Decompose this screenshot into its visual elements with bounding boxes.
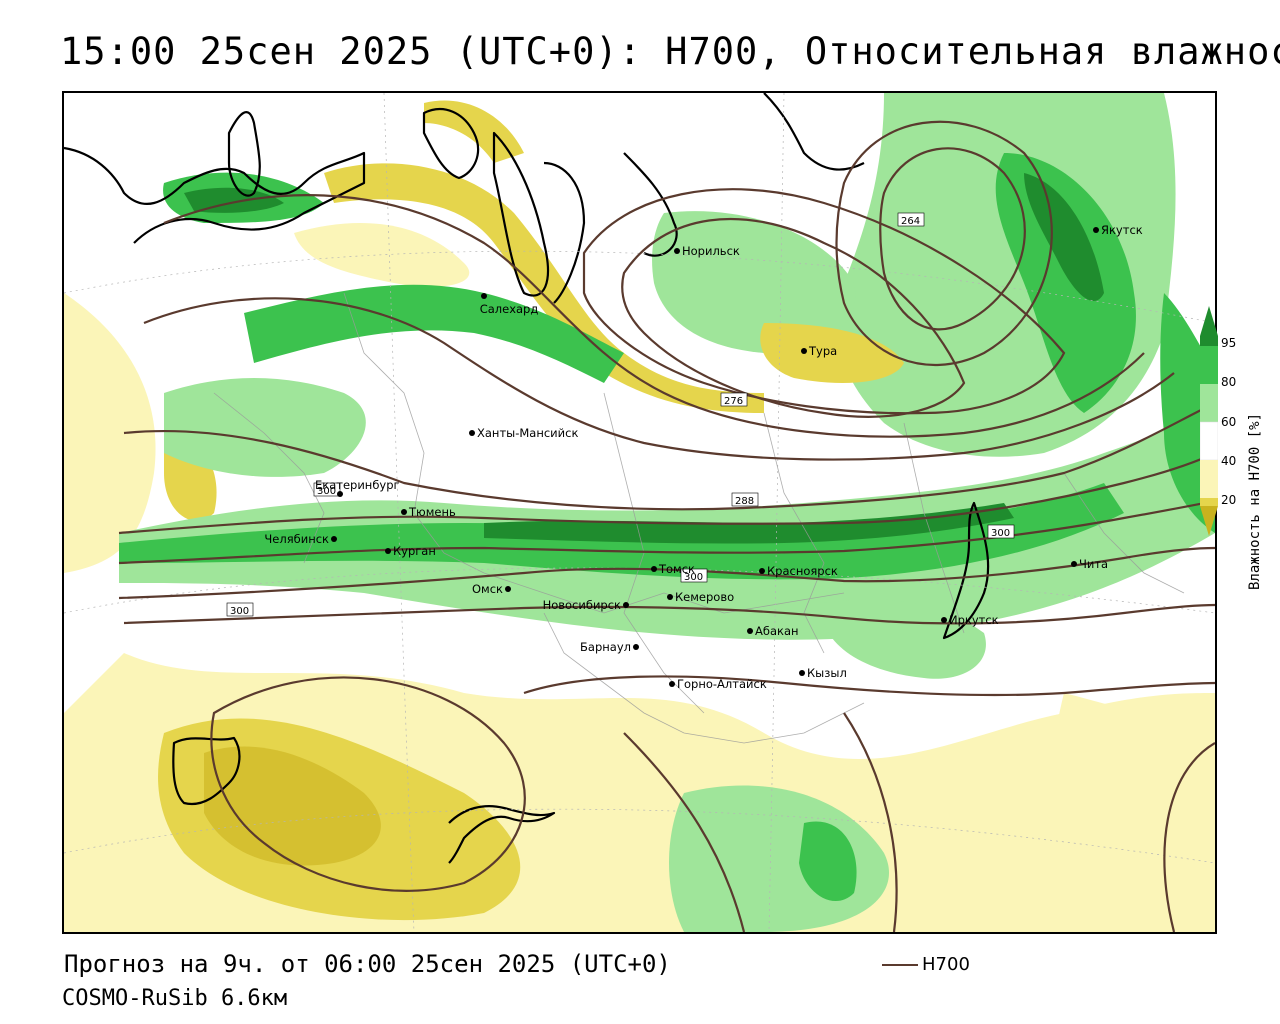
isohypse-280 xyxy=(163,194,1145,438)
isohypse-284 xyxy=(143,297,1175,461)
graticule xyxy=(64,93,1215,932)
colorbar-60 xyxy=(1200,384,1218,422)
city-dot xyxy=(759,568,765,574)
city-label: Абакан xyxy=(755,624,799,638)
city-label: Челябинск xyxy=(264,532,329,546)
map-title: 15:00 25сен 2025 (UTC+0): H700, Относите… xyxy=(60,30,1280,73)
colorbar-title: Влажность на H700 [%] xyxy=(1247,412,1263,590)
region-boundaries xyxy=(213,292,1185,744)
coastlines xyxy=(64,93,990,864)
city-dot xyxy=(337,491,343,497)
city-label: Омск xyxy=(472,582,503,596)
humidity-field xyxy=(64,93,1215,932)
map-panel[interactable]: 264 276 288 300 300 300 300 Норильск Сале… xyxy=(62,91,1217,934)
city-label: Горно-Алтайск xyxy=(677,677,767,691)
isohypse-312d xyxy=(1163,742,1215,932)
city-label: Салехард xyxy=(480,302,539,316)
isohypse-292 xyxy=(118,452,1215,535)
h700-isohypses xyxy=(118,120,1215,932)
city-dot xyxy=(669,681,675,687)
city-dot xyxy=(481,293,487,299)
colorbar-95 xyxy=(1200,336,1218,346)
city-label: Курган xyxy=(393,544,436,558)
city-dot xyxy=(651,566,657,572)
isohypse-296 xyxy=(118,499,1215,565)
city-dot xyxy=(667,594,673,600)
iso-label-276: 276 xyxy=(724,396,743,407)
colorbar-tick-20: 20 xyxy=(1221,493,1237,507)
colorbar-30 xyxy=(1200,460,1218,498)
city-markers: Норильск Салехард Тура Якутск Ханты-Мансийск… xyxy=(264,223,1142,691)
city-label: Тура xyxy=(808,344,837,358)
contour-legend-line xyxy=(882,963,918,966)
city-dot xyxy=(633,644,639,650)
city-label: Кызыл xyxy=(807,666,847,680)
city-label: Томск xyxy=(658,562,695,576)
contour-legend: H700 xyxy=(882,954,970,975)
iso-label-264: 264 xyxy=(901,216,920,227)
city-dot xyxy=(1093,227,1099,233)
iso-label-300-west: 300 xyxy=(230,606,249,617)
city-dot xyxy=(941,617,947,623)
isohypse-312c xyxy=(843,712,898,932)
city-dot xyxy=(385,548,391,554)
isohypse-264 xyxy=(879,147,1026,331)
isohypse-304 xyxy=(123,603,1215,625)
isohypse-288 xyxy=(123,402,1215,511)
model-info: COSMO-RuSib 6.6км xyxy=(62,986,288,1011)
colorbar-20 xyxy=(1200,498,1218,506)
map-canvas: 264 276 288 300 300 300 300 Норильск Сале… xyxy=(64,93,1215,932)
city-dot xyxy=(505,586,511,592)
city-label: Чита xyxy=(1079,557,1108,571)
colorbar-top-arrow xyxy=(1200,306,1218,336)
humidity-colorbar xyxy=(1200,306,1218,536)
iso-label-300-ekb: 300 xyxy=(317,486,336,497)
isohypse-300 xyxy=(118,546,1215,600)
city-dot xyxy=(747,628,753,634)
colorbar-80 xyxy=(1200,346,1218,384)
isohypse-272 xyxy=(621,217,966,418)
isohypse-276 xyxy=(582,188,1066,415)
colorbar-tick-95: 95 xyxy=(1221,336,1237,350)
city-dot xyxy=(801,348,807,354)
colorbar-bottom-arrow xyxy=(1200,506,1218,536)
city-label: Иркутск xyxy=(949,613,999,627)
isohypse-308 xyxy=(523,675,1215,697)
colorbar-40 xyxy=(1200,421,1218,461)
city-dot xyxy=(331,536,337,542)
city-label: Якутск xyxy=(1101,223,1143,237)
isohypse-312 xyxy=(210,676,526,892)
city-label: Екатеринбург xyxy=(315,478,400,492)
city-dot xyxy=(1071,561,1077,567)
colorbar-tick-80: 80 xyxy=(1221,375,1237,389)
city-dot xyxy=(799,670,805,676)
isohypse-312b xyxy=(623,732,746,932)
iso-label-300-tomsk: 300 xyxy=(684,572,703,583)
city-label: Кемерово xyxy=(675,590,734,604)
iso-label-288: 288 xyxy=(735,496,754,507)
city-label: Ханты-Мансийск xyxy=(477,426,578,440)
city-dot xyxy=(469,430,475,436)
colorbar-tick-60: 60 xyxy=(1221,415,1237,429)
isohypse-268 xyxy=(835,120,1053,367)
city-label: Красноярск xyxy=(767,564,838,578)
contour-legend-label: H700 xyxy=(922,954,970,975)
colorbar-tick-40: 40 xyxy=(1221,454,1237,468)
iso-label-300-east: 300 xyxy=(991,528,1010,539)
forecast-info: Прогноз на 9ч. от 06:00 25сен 2025 (UTC+… xyxy=(64,950,671,978)
city-dot xyxy=(623,602,629,608)
city-label: Новосибирск xyxy=(543,598,621,612)
city-dot xyxy=(674,248,680,254)
isohypse-labels: 264 276 288 300 300 300 300 xyxy=(226,212,1015,617)
city-label: Норильск xyxy=(682,244,740,258)
city-label: Тюмень xyxy=(408,505,456,519)
city-dot xyxy=(401,509,407,515)
city-label: Барнаул xyxy=(580,640,631,654)
